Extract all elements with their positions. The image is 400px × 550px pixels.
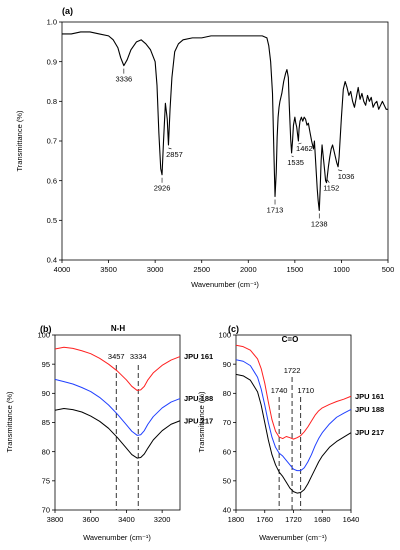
x-tick-label: 1000 — [333, 265, 350, 274]
series-label: JPU 161 — [355, 392, 384, 401]
peak-label: 1713 — [267, 206, 284, 215]
y-tick-label: 50 — [223, 476, 231, 485]
peak-marker — [298, 142, 302, 145]
panel-c-title: C=O — [282, 335, 299, 344]
panel-c-ylabel: Transmittance (%) — [197, 391, 206, 452]
y-tick-label: 80 — [42, 447, 50, 456]
peak-marker — [327, 179, 330, 183]
x-tick-label: 3200 — [154, 515, 171, 524]
x-tick-label: 1500 — [287, 265, 304, 274]
x-tick-label: 3400 — [118, 515, 135, 524]
series-label: JPU 188 — [355, 405, 384, 414]
y-tick-label: 100 — [218, 331, 231, 340]
y-tick-label: 85 — [42, 418, 50, 427]
y-tick-label: 75 — [42, 476, 50, 485]
peak-label: 3336 — [116, 75, 133, 84]
peak-marker — [168, 147, 172, 150]
y-tick-label: 95 — [42, 360, 50, 369]
peak-label: 3334 — [130, 352, 147, 361]
series-label: JPU 217 — [184, 416, 213, 425]
panel-a-xlabel: Wavenumber (cm⁻¹) — [191, 280, 259, 289]
panel-a-ylabel: Transmittance (%) — [15, 110, 24, 171]
peak-label: 1152 — [323, 184, 339, 193]
series-line-jpu-161 — [54, 346, 181, 391]
x-tick-label: 2000 — [240, 265, 257, 274]
x-tick-label: 4000 — [54, 265, 71, 274]
peak-marker — [291, 155, 294, 158]
peak-label: 1710 — [297, 386, 314, 395]
panel-b-label: (b) — [40, 324, 52, 334]
peak-label: 1462 — [296, 144, 313, 153]
y-tick-label: 90 — [223, 360, 231, 369]
y-tick-label: 0.6 — [47, 176, 57, 185]
x-tick-label: 1720 — [285, 515, 302, 524]
x-tick-label: 3500 — [100, 265, 117, 274]
peak-label: 1238 — [311, 219, 328, 228]
panel-b-ylabel: Transmittance (%) — [5, 391, 14, 452]
y-tick-label: 80 — [223, 389, 231, 398]
x-tick-label: 3800 — [47, 515, 64, 524]
panel-c: (c) 1800 1760 1720 1680 1640 40 50 60 70 80 90 100… — [197, 324, 384, 542]
peak-label: 3457 — [108, 352, 125, 361]
peak-label: 1722 — [284, 366, 301, 375]
panel-b-frame — [54, 334, 181, 511]
panel-c-frame — [235, 334, 352, 511]
series-line-jpu-188 — [235, 359, 352, 472]
x-tick-label: 3600 — [82, 515, 99, 524]
x-tick-label: 1640 — [343, 515, 360, 524]
peak-label: 1535 — [287, 158, 304, 167]
y-tick-label: 0.7 — [47, 137, 57, 146]
panel-b-title: N-H — [111, 324, 125, 333]
peak-label: 2926 — [154, 184, 171, 193]
series-label: JPU 217 — [355, 428, 384, 437]
x-tick-label: 1680 — [314, 515, 331, 524]
x-tick-label: 1800 — [228, 515, 245, 524]
y-tick-label: 40 — [223, 506, 231, 515]
x-tick-label: 2500 — [193, 265, 210, 274]
y-tick-label: 1.0 — [47, 18, 57, 27]
x-tick-label: 500 — [382, 265, 395, 274]
peak-label: 1036 — [338, 172, 355, 181]
y-tick-label: 70 — [42, 506, 50, 515]
series-line-jpu-217 — [235, 373, 352, 494]
panel-b-xlabel: Wavenumber (cm⁻¹) — [83, 533, 151, 542]
y-tick-label: 0.8 — [47, 97, 57, 106]
x-tick-label: 3000 — [147, 265, 164, 274]
series-label: JPU 161 — [184, 352, 213, 361]
y-tick-label: 60 — [223, 447, 231, 456]
x-tick-label: 1760 — [256, 515, 273, 524]
y-tick-label: 90 — [42, 389, 50, 398]
series-line-jpu-161 — [235, 344, 352, 440]
series-line-jpu-217 — [54, 408, 181, 459]
panel-b: (b) 3800 3600 3400 3200 70 75 80 85 90 95 100 345… — [5, 324, 213, 542]
series-line-0 — [62, 31, 388, 211]
y-tick-label: 0.4 — [47, 256, 57, 265]
panel-a-label: (a) — [62, 6, 73, 16]
series-line-jpu-188 — [54, 378, 181, 436]
series-label: JPU 188 — [184, 394, 213, 403]
panel-a-frame — [61, 21, 389, 261]
peak-label: 2857 — [166, 150, 183, 159]
panel-c-xlabel: Wavenumber (cm⁻¹) — [259, 533, 327, 542]
peak-marker — [338, 169, 343, 172]
y-tick-label: 0.5 — [47, 216, 57, 225]
panel-a: (a) 4000 3500 3000 2500 2000 1500 1000 500 0.4 0… — [15, 6, 394, 289]
y-tick-label: 0.9 — [47, 57, 57, 66]
y-tick-label: 70 — [223, 418, 231, 427]
y-tick-label: 100 — [37, 331, 50, 340]
peak-label: 1740 — [271, 386, 288, 395]
panel-c-label: (c) — [228, 324, 239, 334]
